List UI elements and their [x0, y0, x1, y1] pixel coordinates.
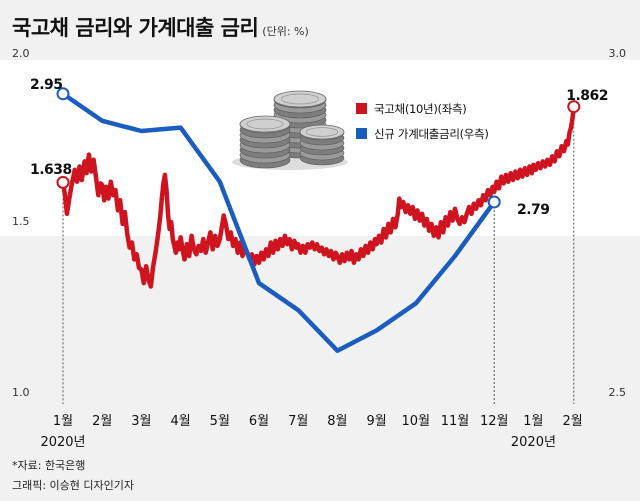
coin-top: [299, 124, 345, 140]
left-axis-tick: 1.5: [12, 215, 30, 228]
dashed-guides: [62, 106, 575, 404]
x-tick-label: 2월: [562, 414, 582, 429]
x-tick-label: 7월: [288, 414, 308, 429]
x-tick-label: 12월: [480, 414, 509, 429]
coin-stack-illustration: [232, 90, 348, 170]
x-tick-label: 8월: [327, 414, 347, 429]
series-line-bond: [60, 104, 577, 289]
marker-bond-start: [56, 175, 70, 189]
legend-label: 신규 가계대출금리(우측): [374, 127, 489, 141]
x-tick-label: 2월: [92, 414, 112, 429]
right-axis-tick: 2.5: [609, 386, 627, 399]
data-label-loan-end: 2.79: [517, 202, 550, 218]
marker-bond-end: [567, 100, 581, 114]
x-tick-label: 1월: [523, 414, 543, 429]
coin-rim: [280, 93, 320, 105]
x-tick-label: 6월: [249, 414, 269, 429]
endpoint-markers: 1.638 1.862 2.95 2.79: [30, 77, 609, 218]
data-label-bond-start: 1.638: [30, 162, 72, 178]
coin-top: [239, 115, 291, 133]
coin-rim: [246, 118, 284, 130]
x-tick-label: 1월: [53, 414, 73, 429]
left-axis-tick: 2.0: [12, 47, 30, 60]
legend: 국고채(10년)(좌측) 신규 가계대출금리(우측): [356, 102, 489, 141]
data-label-bond-end: 1.862: [566, 88, 608, 104]
x-tick-label: 10월: [402, 414, 431, 429]
series-line-loan: [60, 91, 497, 353]
graphic-credit: 그래픽: 이승현 디자인기자: [12, 479, 135, 492]
marker-loan-start: [56, 87, 70, 101]
unit-label: (단위: %): [262, 25, 309, 38]
legend-swatch: [356, 128, 367, 139]
x-tick-label: 5월: [210, 414, 230, 429]
axis-labels: 2.0 1.5 1.0 3.0 2.5 1월 2월 3월 4월 5월 6월 7월 8월 9월 10월 11월 1…: [12, 47, 626, 450]
marker-loan-end: [487, 195, 501, 209]
x-tick-label: 4월: [170, 414, 190, 429]
legend-label: 국고채(10년)(좌측): [374, 102, 466, 116]
legend-swatch: [356, 103, 367, 114]
source-note: *자료: 한국은행: [12, 459, 86, 472]
chart-title: 국고채 금리와 가계대출 금리: [12, 16, 259, 40]
series-lines: [60, 91, 577, 353]
x-tick-label: 3월: [131, 414, 151, 429]
chart-header: 국고채 금리와 가계대출 금리 (단위: %): [12, 12, 309, 42]
coin-rim: [305, 127, 339, 137]
right-axis-tick: 3.0: [609, 47, 627, 60]
year-label: 2020년: [511, 435, 556, 450]
coin-top: [273, 90, 327, 108]
year-label: 2020년: [40, 435, 85, 450]
data-label-loan-start: 2.95: [30, 77, 63, 93]
left-axis-tick: 1.0: [12, 386, 30, 399]
x-tick-label: 9월: [366, 414, 386, 429]
x-tick-label: 11월: [441, 414, 470, 429]
